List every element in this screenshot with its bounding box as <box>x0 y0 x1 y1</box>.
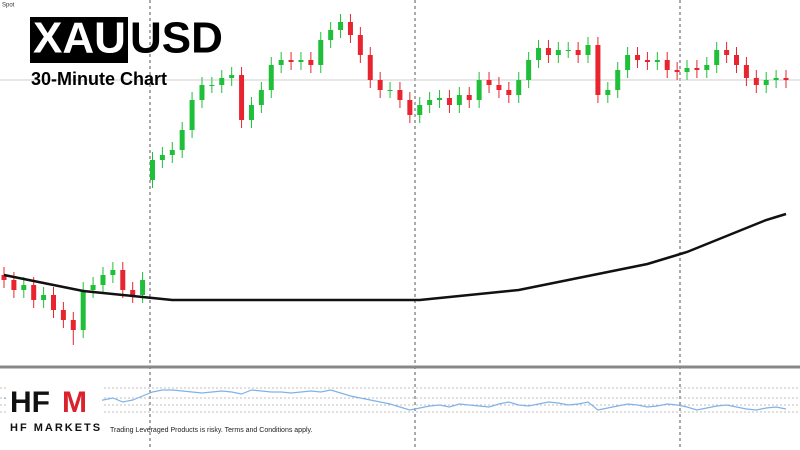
candle-body <box>367 55 373 80</box>
candle-body <box>417 105 423 115</box>
candle-body <box>347 22 353 35</box>
candle-body <box>70 320 76 330</box>
title-box <box>30 17 128 63</box>
candle-body <box>456 95 462 105</box>
session-separators <box>149 0 681 450</box>
logo-right: M <box>62 386 87 419</box>
candle-body <box>555 50 561 55</box>
candle-body <box>625 55 631 70</box>
candle-body <box>130 290 136 295</box>
candle-body <box>169 150 175 155</box>
logo-backdrop <box>6 386 102 436</box>
candle-body <box>308 60 314 65</box>
candle-body <box>575 50 581 55</box>
candle-body <box>734 55 740 65</box>
candle-body <box>159 155 165 160</box>
subtitle: 30-Minute Chart <box>31 69 167 89</box>
candle-body <box>90 285 96 290</box>
candle-body <box>526 60 532 80</box>
candle-body <box>407 100 413 115</box>
candle-body <box>763 80 769 85</box>
title-quote: USD <box>130 14 223 63</box>
candle-body <box>516 80 522 95</box>
candle-body <box>31 285 37 300</box>
candle-body <box>120 270 126 290</box>
candle-body <box>654 60 660 62</box>
candle-body <box>773 78 779 80</box>
candle-body <box>387 90 393 91</box>
candle-body <box>41 295 47 300</box>
candle-body <box>229 75 235 78</box>
candle-body <box>258 90 264 105</box>
candle-body <box>694 68 700 70</box>
candle-body <box>684 68 690 72</box>
candle-body <box>100 275 106 285</box>
candle-body <box>704 65 710 70</box>
candle-body <box>239 75 245 120</box>
candle-body <box>80 290 86 330</box>
spot-label: Spot <box>2 3 15 9</box>
candle-body <box>1 275 7 280</box>
candle-body <box>149 160 155 180</box>
candle-body <box>446 98 452 105</box>
candle-body <box>50 295 56 310</box>
candle-body <box>268 65 274 90</box>
candle-body <box>60 310 66 320</box>
candle-body <box>664 60 670 70</box>
moving-average <box>3 212 787 302</box>
indicator-line <box>3 389 787 411</box>
candle-body <box>585 45 591 55</box>
candle-body <box>536 48 542 60</box>
candle-body <box>219 78 225 85</box>
candle-body <box>635 55 641 60</box>
candle-body <box>328 30 334 40</box>
candle-body <box>466 95 472 100</box>
candle-body <box>674 70 680 72</box>
indicator-pane <box>0 387 800 413</box>
candle-body <box>209 85 215 86</box>
title-base: XAU <box>33 14 126 63</box>
logo-left: HF <box>10 386 50 419</box>
candle-body <box>288 60 294 62</box>
candle-body <box>298 60 304 62</box>
candle-body <box>743 65 749 78</box>
candle-body <box>377 80 383 90</box>
brand-name: HF MARKETS <box>10 422 102 434</box>
candle-body <box>605 90 611 95</box>
candle-body <box>357 35 363 55</box>
candle-body <box>199 85 205 100</box>
candle-body <box>476 80 482 100</box>
candle-body <box>189 100 195 130</box>
candle-body <box>318 40 324 65</box>
candle-body <box>506 90 512 95</box>
candle-body <box>565 50 571 51</box>
candle-body <box>140 280 146 295</box>
candle-body <box>427 100 433 105</box>
candle-body <box>248 105 254 120</box>
candle-body <box>714 50 720 65</box>
candle-body <box>338 22 344 30</box>
candle-body <box>783 78 789 80</box>
candle-body <box>496 85 502 90</box>
candle-body <box>615 70 621 90</box>
candle-body <box>486 80 492 85</box>
price-pane <box>0 14 800 345</box>
candle-body <box>179 130 185 150</box>
candle-body <box>437 98 443 100</box>
candle-body <box>11 280 17 290</box>
candle-body <box>753 78 759 85</box>
candle-body <box>278 60 284 65</box>
candle-body <box>21 285 27 290</box>
disclaimer: Trading Leveraged Products is risky. Ter… <box>110 427 313 434</box>
candle-body <box>724 50 730 55</box>
candle-body <box>110 270 116 275</box>
candle-body <box>545 48 551 55</box>
candle-body <box>644 60 650 62</box>
candle-body <box>397 90 403 100</box>
candle-body <box>595 45 601 95</box>
